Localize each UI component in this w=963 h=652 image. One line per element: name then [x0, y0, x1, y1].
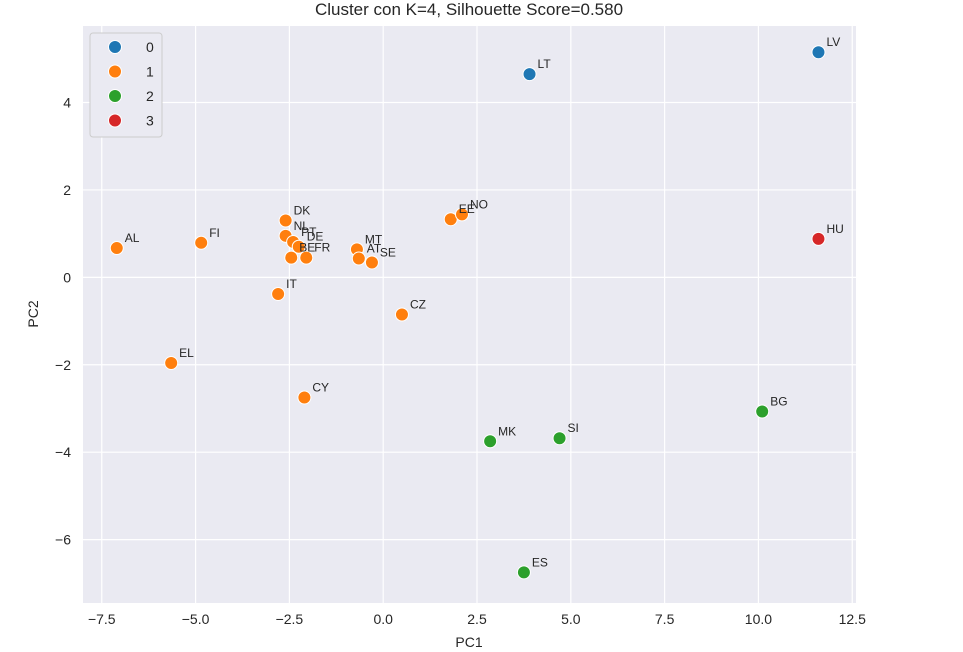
x-axis-ticks: −7.5 −5.0 −2.5 0.0 2.5 5.0 7.5 10.0 12.5 — [88, 611, 866, 627]
point-label: ES — [532, 555, 548, 569]
data-point — [278, 213, 293, 228]
data-point — [522, 67, 537, 82]
y-axis-label: PC2 — [25, 300, 41, 327]
legend-label: 0 — [146, 39, 154, 55]
x-tick-label: 7.5 — [655, 611, 675, 627]
y-tick-label: −4 — [55, 444, 71, 460]
data-point — [755, 404, 770, 419]
grid-lines — [83, 26, 856, 603]
data-point — [811, 231, 826, 246]
data-point — [516, 565, 531, 580]
point-label: LV — [826, 35, 840, 49]
point-label: SE — [380, 245, 396, 259]
data-point — [297, 390, 312, 405]
legend-marker — [108, 113, 122, 128]
point-label: MT — [365, 232, 383, 246]
x-tick-label: −5.0 — [182, 611, 210, 627]
legend: 0 1 2 3 — [89, 32, 163, 138]
data-point — [351, 251, 366, 266]
point-label: FR — [314, 241, 330, 255]
point-label: DE — [307, 230, 324, 244]
x-tick-label: −7.5 — [88, 611, 116, 627]
x-tick-label: −2.5 — [276, 611, 304, 627]
point-label: IT — [286, 277, 297, 291]
point-label: FI — [209, 226, 220, 240]
y-tick-label: 2 — [63, 182, 71, 198]
y-tick-label: 0 — [63, 269, 71, 285]
point-label: BE — [299, 241, 315, 255]
point-label: BG — [770, 395, 787, 409]
x-tick-label: 10.0 — [745, 611, 772, 627]
y-tick-label: 4 — [63, 94, 71, 110]
y-tick-label: −6 — [55, 532, 71, 548]
x-tick-label: 12.5 — [839, 611, 866, 627]
point-label: LT — [538, 57, 552, 71]
data-point — [109, 241, 124, 256]
data-point — [483, 434, 498, 449]
point-label: DK — [294, 204, 311, 218]
point-label: EE — [459, 202, 475, 216]
plot-area-background — [83, 26, 856, 603]
data-points — [109, 45, 826, 580]
point-label: MK — [498, 424, 516, 438]
legend-label: 3 — [146, 113, 154, 129]
data-point — [394, 307, 409, 322]
data-point — [299, 250, 314, 265]
point-label: NO — [470, 197, 488, 211]
data-point — [454, 207, 469, 222]
x-tick-label: 2.5 — [467, 611, 487, 627]
legend-marker — [108, 89, 122, 103]
legend-box — [89, 32, 163, 138]
x-axis-label: PC1 — [455, 634, 482, 650]
legend-label: 1 — [146, 64, 154, 80]
data-point — [164, 356, 179, 371]
x-tick-label: 5.0 — [561, 611, 581, 627]
data-point — [271, 286, 286, 301]
point-label: SI — [568, 421, 579, 435]
data-point — [194, 235, 209, 250]
legend-label: 2 — [146, 88, 154, 104]
legend-marker — [108, 40, 122, 54]
x-tick-label: 0.0 — [373, 611, 393, 627]
y-tick-label: −2 — [55, 357, 71, 373]
point-label: CZ — [410, 298, 426, 312]
y-axis-ticks: −6 −4 −2 0 2 4 — [55, 94, 71, 547]
point-label: AT — [367, 242, 382, 256]
point-label: EL — [179, 346, 194, 360]
chart-title: Cluster con K=4, Silhouette Score=0.580 — [315, 0, 623, 19]
point-label: HU — [826, 222, 843, 236]
data-point — [291, 239, 306, 254]
point-label: PT — [301, 225, 317, 239]
data-point — [552, 431, 567, 446]
point-label: AL — [125, 231, 140, 245]
data-point — [284, 250, 299, 265]
data-point — [811, 45, 826, 60]
data-point — [364, 255, 379, 270]
legend-marker — [108, 64, 122, 79]
point-label: CY — [312, 381, 329, 395]
point-label: NL — [294, 219, 310, 233]
